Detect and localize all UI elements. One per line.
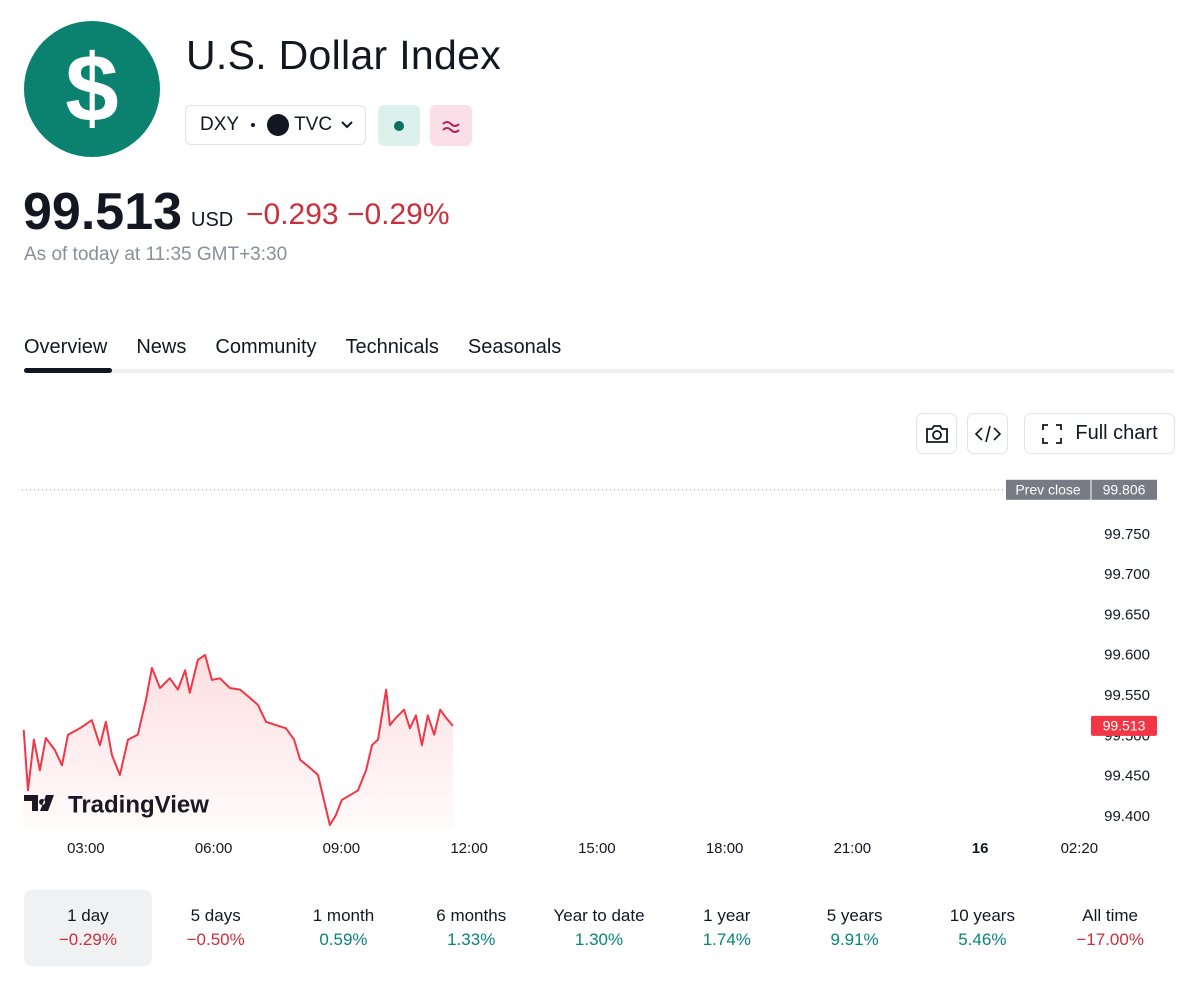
tab[interactable]: Technicals — [345, 336, 439, 358]
prev-close-tag — [1006, 479, 1157, 500]
period-change: −17.00% — [1076, 930, 1144, 949]
market-open-badge[interactable] — [378, 105, 420, 146]
period-button[interactable]: Year to date 1.30% — [535, 890, 663, 966]
x-tick-label: 06:00 — [195, 840, 233, 857]
prev-close-value: 99.806 — [1103, 481, 1146, 497]
period-change: 0.59% — [319, 930, 368, 949]
x-tick-label: 15:00 — [578, 840, 616, 857]
period-label: 5 years — [826, 906, 883, 925]
tab-rule — [24, 369, 1174, 373]
period-change: −0.29% — [58, 930, 117, 949]
exchange: TVC — [294, 114, 333, 135]
period-label: 1 month — [312, 906, 375, 925]
period-change: 1.74% — [702, 930, 751, 949]
embed-button[interactable] — [967, 413, 1008, 454]
period-label: All time — [1082, 906, 1138, 925]
x-tick-label: 03:00 — [67, 840, 105, 857]
line-area — [23, 655, 453, 829]
tab[interactable]: Community — [215, 336, 317, 358]
camera-icon — [925, 424, 948, 443]
period-change: 1.30% — [574, 930, 624, 949]
period-button[interactable]: 1 month 0.59% — [280, 890, 408, 966]
period-label: Year to date — [553, 906, 645, 925]
periods: 1 day −0.29% 5 days −0.50% 1 month 0.59% 6 mon… — [24, 890, 1174, 966]
y-tick-label: 99.550 — [1104, 687, 1150, 704]
full-chart-label: Full chart — [1075, 422, 1158, 444]
x-tick-label: 16 — [972, 840, 989, 857]
period-button[interactable]: All time −17.00% — [1046, 890, 1174, 966]
y-tick-label: 99.700 — [1104, 566, 1150, 583]
period-label: 1 day — [67, 906, 109, 925]
snapshot-button[interactable] — [916, 413, 957, 454]
prev-close-label: Prev close — [1015, 481, 1081, 497]
y-tick-label: 99.400 — [1104, 808, 1150, 825]
period-label: 5 days — [190, 906, 241, 925]
separator — [251, 123, 256, 127]
last-value-tag — [1091, 715, 1157, 736]
period-label: 10 years — [949, 906, 1015, 925]
period-change: 9.91% — [830, 930, 879, 949]
period-change: −0.50% — [186, 930, 245, 949]
chevron — [341, 121, 353, 129]
y-tick-label: 99.650 — [1104, 606, 1150, 623]
tab[interactable]: News — [136, 336, 187, 358]
status-dot — [394, 120, 404, 131]
period-button[interactable]: 5 days −0.50% — [152, 890, 280, 966]
expand-icon — [1042, 423, 1063, 444]
x-tick-label: 12:00 — [450, 840, 488, 857]
change-percent: −0.29% — [346, 198, 450, 231]
period-label: 6 months — [436, 906, 507, 925]
symbol: DXY — [200, 114, 240, 135]
code-icon — [974, 425, 1001, 442]
tab[interactable]: Seasonals — [467, 336, 562, 358]
delayed-badge[interactable] — [430, 105, 472, 146]
x-tick-label: 02:20 — [1061, 840, 1099, 857]
period-button[interactable]: 10 years 5.46% — [918, 890, 1046, 966]
price: 99.513 — [23, 183, 183, 241]
period-button[interactable]: 6 months 1.33% — [407, 890, 535, 966]
period-label: 1 year — [703, 906, 751, 925]
y-tick-label: 99.450 — [1104, 768, 1150, 785]
currency: USD — [191, 209, 234, 231]
y-tick-label: 99.600 — [1104, 647, 1150, 664]
exchange-icon — [267, 114, 290, 136]
period-change: 1.33% — [447, 930, 496, 949]
last-value-label: 99.513 — [1103, 718, 1146, 734]
symbol-selector[interactable]: DXY TVC — [185, 105, 366, 145]
x-tick-label: 21:00 — [834, 840, 872, 857]
chart: 99.40099.45099.50099.55099.60099.65099.7… — [22, 479, 1157, 857]
y-tick-label: 99.750 — [1104, 526, 1150, 543]
change-abs: −0.293 — [246, 198, 339, 231]
title: U.S. Dollar Index — [186, 32, 502, 78]
x-tick-label: 18:00 — [706, 840, 744, 857]
x-tick-label: 09:00 — [323, 840, 361, 857]
line — [22, 654, 454, 826]
logo: $ — [24, 21, 160, 157]
tab-indicator — [24, 368, 112, 373]
full-chart-button[interactable]: Full chart — [1024, 413, 1175, 454]
period-button[interactable]: 1 day −0.29% — [24, 890, 152, 966]
tabs: Overview News Community Technicals Seasonals — [24, 336, 561, 359]
period-button[interactable]: 5 years 9.91% — [791, 890, 919, 966]
period-change: 5.46% — [958, 930, 1007, 949]
tab[interactable]: Overview — [24, 336, 108, 358]
change: −0.293 −0.29% — [246, 198, 450, 232]
as-of: As of today at 11:35 GMT+3:30 — [24, 244, 288, 265]
approx-icon — [442, 120, 460, 133]
period-button[interactable]: 1 year 1.74% — [663, 890, 791, 966]
